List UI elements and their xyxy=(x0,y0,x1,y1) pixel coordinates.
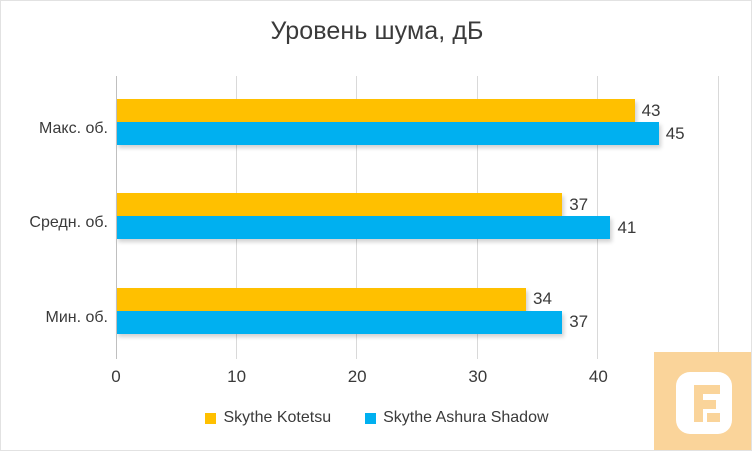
x-tick-40: 40 xyxy=(588,367,608,386)
bar-kotetsu-max[interactable] xyxy=(116,99,635,122)
bar-wrap-0-1: 37 xyxy=(116,193,588,217)
bar-wrap-0-2: 34 xyxy=(116,287,552,311)
bar-ashura-min[interactable] xyxy=(116,310,563,334)
bar-group-2: 34 37 xyxy=(116,265,719,359)
bar-value-0-0: 43 xyxy=(641,100,661,120)
legend-item-ashura-shadow[interactable]: Skythe Ashura Shadow xyxy=(365,409,549,427)
legend-swatch-icon-kotetsu xyxy=(205,412,217,424)
bar-ashura-max[interactable] xyxy=(116,122,659,145)
bar-value-0-1: 37 xyxy=(569,194,589,214)
value-axis-line xyxy=(116,76,117,359)
bar-group-1: 37 41 xyxy=(116,170,719,264)
category-axis: Макс. об. Средн. об. Мин. об. xyxy=(1,76,108,359)
x-tick-0: 0 xyxy=(111,367,121,386)
category-label-2: Мин. об. xyxy=(45,308,109,326)
x-tick-20: 20 xyxy=(347,367,367,386)
bar-value-1-2: 37 xyxy=(569,312,589,332)
bar-group-0: 43 45 xyxy=(116,76,719,170)
bar-wrap-1-0: 45 xyxy=(116,122,685,145)
legend-item-kotetsu[interactable]: Skythe Kotetsu xyxy=(205,409,331,427)
legend-swatch-icon-ashura-shadow xyxy=(365,412,377,424)
category-label-0: Макс. об. xyxy=(39,120,108,137)
chart-legend: Skythe Kotetsu Skythe Ashura Shadow xyxy=(1,409,751,427)
plot-area: 43 45 37 41 34 xyxy=(116,76,719,359)
gridline-50 xyxy=(718,76,719,359)
chart-title: Уровень шума, дБ xyxy=(270,17,484,45)
site-logo-icon xyxy=(676,372,732,434)
bar-value-1-1: 41 xyxy=(617,217,637,237)
legend-label-kotetsu: Skythe Kotetsu xyxy=(223,409,332,426)
x-tick-10: 10 xyxy=(227,367,247,386)
bar-value-0-2: 34 xyxy=(533,289,552,309)
watermark-badge xyxy=(654,352,751,450)
bar-ashura-mid[interactable] xyxy=(116,216,611,240)
value-axis-ticks: 0 10 20 30 40 50 xyxy=(1,367,751,391)
bar-wrap-1-1: 41 xyxy=(116,216,636,240)
bar-kotetsu-mid[interactable] xyxy=(116,193,563,217)
bar-value-1-0: 45 xyxy=(665,123,685,143)
category-label-1: Средн. об. xyxy=(29,214,108,232)
bar-kotetsu-min[interactable] xyxy=(116,287,527,311)
legend-label-ashura-shadow: Skythe Ashura Shadow xyxy=(383,409,549,426)
bar-wrap-0-0: 43 xyxy=(116,99,661,122)
bar-wrap-1-2: 37 xyxy=(116,310,588,334)
x-tick-30: 30 xyxy=(468,367,488,386)
